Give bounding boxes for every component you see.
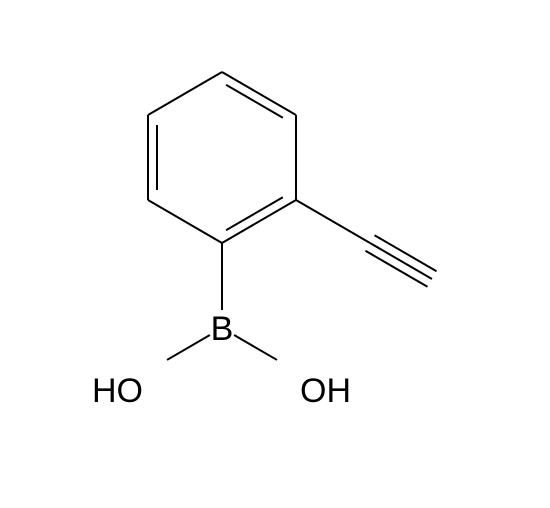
bond [365, 251, 427, 287]
atom-label-boron: B [211, 310, 234, 348]
bond [222, 200, 296, 243]
bond [375, 235, 437, 271]
atom-label-oh_left: HO [92, 372, 143, 410]
bond [370, 243, 432, 279]
bond [296, 200, 370, 243]
bond [222, 72, 296, 115]
atom-label-oh_right: OH [300, 372, 351, 410]
bond [148, 72, 222, 115]
bond [234, 335, 277, 360]
chemical-structure-diagram: B HO OH [0, 0, 550, 508]
bond [167, 335, 210, 360]
bond [148, 200, 222, 243]
